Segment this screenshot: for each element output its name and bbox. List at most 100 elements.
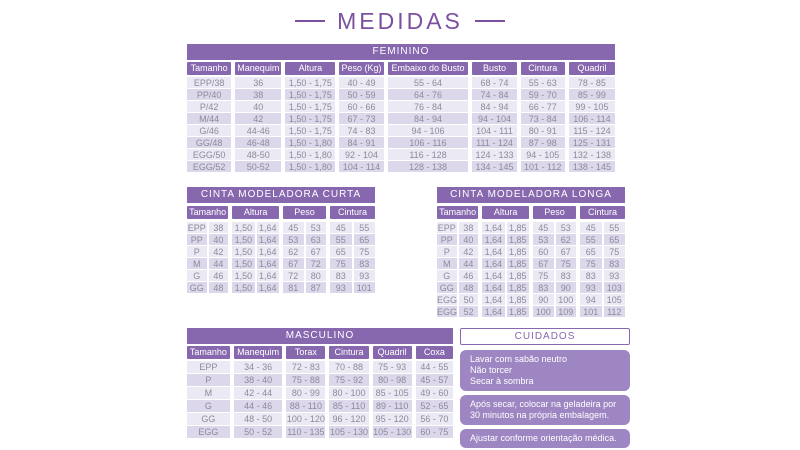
table-subcell: 75 <box>603 246 625 257</box>
table-cell: 84 - 94 <box>387 113 469 124</box>
table-subcell: 1,64 <box>482 306 505 317</box>
table-subcell: 45 <box>283 222 304 233</box>
table-subcell: 53 <box>305 222 327 233</box>
table-title: MASCULINO <box>187 328 453 344</box>
care-instruction-box: Lavar com sabão neutro Não torcer Secar à … <box>460 350 630 391</box>
table-cell: EPP/38 <box>187 77 232 88</box>
table-cell: 83 93 <box>580 270 625 281</box>
table-cell: 44-46 <box>235 125 282 136</box>
table-cell: EPP 38 <box>187 222 229 233</box>
table-cell: 83 93 <box>330 270 375 281</box>
table-cell: 78 - 85 <box>568 77 616 88</box>
table-cell: 1,64 1,85 <box>482 246 529 257</box>
table-cell: PP 40 <box>187 234 229 245</box>
table-cell: 40 <box>235 101 282 112</box>
table-subcell: PP <box>187 234 207 245</box>
table-row: GG 48 1,50 1,64 81 87 93 101 <box>187 282 375 293</box>
column-header: Torax <box>286 346 326 359</box>
table-cell: 94 - 105 <box>520 149 565 160</box>
table-row: P 38 - 40 75 - 88 75 - 92 80 - 98 45 - 57 <box>187 374 453 386</box>
table-cell: 80 - 99 <box>286 387 326 399</box>
table-cell: 94 105 <box>580 294 625 305</box>
table-cell: 68 - 74 <box>472 77 517 88</box>
table-subcell: 1,85 <box>506 246 529 257</box>
table-cell: 67 72 <box>283 258 327 269</box>
table-cell: 84 - 94 <box>472 101 517 112</box>
care-instruction-line: Ajustar conforme orientação médica. <box>470 433 617 443</box>
table-subcell: 55 <box>353 222 375 233</box>
table-subcell: 45 <box>580 222 602 233</box>
table-cell: 105 - 130 <box>329 426 369 438</box>
table-cell: 80 - 91 <box>520 125 565 136</box>
table-subcell: G <box>437 270 457 281</box>
table-cell: 110 - 135 <box>286 426 326 438</box>
table-cell: 1,64 1,85 <box>482 222 529 233</box>
table-cell: 74 - 83 <box>339 125 384 136</box>
table-subcell: 1,50 <box>232 246 255 257</box>
table-cell: GG/48 <box>187 137 232 148</box>
table-subcell: 48 <box>208 282 229 293</box>
table-cell: EPP 38 <box>437 222 479 233</box>
table-cell: PP/40 <box>187 89 232 100</box>
care-instruction-box: Ajustar conforme orientação médica. <box>460 429 630 448</box>
table-cell: GG 48 <box>187 282 229 293</box>
table-subcell: 100 <box>533 306 554 317</box>
table-subcell: 1,64 <box>256 282 279 293</box>
table-cell: 75 83 <box>330 258 375 269</box>
table-cell: 96 - 120 <box>329 413 369 425</box>
table-cell: 60 67 <box>533 246 577 257</box>
table-subcell: PP <box>437 234 457 245</box>
table-cell: 1,50 - 1,75 <box>285 101 336 112</box>
table-cell: 101 - 112 <box>520 161 565 172</box>
table-subcell: 1,85 <box>506 234 529 245</box>
table-row: P 42 1,64 1,85 60 67 65 75 <box>437 246 625 257</box>
table-subcell: 63 <box>305 234 327 245</box>
table-header-row: Tamanho Altura Peso Cintura <box>437 206 625 219</box>
table-cell: 94 - 106 <box>387 125 469 136</box>
table-cell: 75 - 88 <box>286 374 326 386</box>
table-cell: 56 - 70 <box>415 413 453 425</box>
table-cell: M/44 <box>187 113 232 124</box>
table-cell: 55 - 64 <box>387 77 469 88</box>
table-cell: 134 - 145 <box>472 161 517 172</box>
table-cell: 1,64 1,85 <box>482 270 529 281</box>
table-subcell: 109 <box>555 306 577 317</box>
column-header: Peso <box>283 206 327 219</box>
table-subcell: EGG <box>437 294 458 305</box>
table-subcell: 1,64 <box>482 270 505 281</box>
table-subcell: 45 <box>533 222 554 233</box>
title-dash-left <box>295 20 326 22</box>
table-cell: 85 - 105 <box>372 387 412 399</box>
table-cell: EPP <box>187 361 230 373</box>
care-instruction-line: Lavar com sabão neutro <box>470 354 568 364</box>
table-cell: 105 - 130 <box>372 426 412 438</box>
table-cell: 52 - 65 <box>415 400 453 412</box>
table-row: EGG/52 50-52 1,50 - 1,80 104 - 114 128 - 138… <box>187 161 616 172</box>
table-subcell: 83 <box>603 258 625 269</box>
table-cell: 75 83 <box>533 270 577 281</box>
table-subcell: 50 <box>459 294 479 305</box>
table-subcell: 52 <box>459 306 479 317</box>
table-cell: 1,50 - 1,80 <box>285 161 336 172</box>
table-cell: 106 - 114 <box>568 113 616 124</box>
table-subcell: EPP <box>187 222 207 233</box>
table-cell: 100 - 120 <box>286 413 326 425</box>
column-header: Cintura <box>580 206 625 219</box>
table-cell: 40 - 49 <box>339 77 384 88</box>
table-cell: 124 - 133 <box>472 149 517 160</box>
column-header: Altura <box>285 62 336 75</box>
column-header: Quadril <box>372 346 412 359</box>
table-subcell: 44 <box>208 258 229 269</box>
table-subcell: 65 <box>353 234 375 245</box>
table-row: G 44 - 46 88 - 110 85 - 110 89 - 110 52 - 65 <box>187 400 453 412</box>
column-header: Manequim <box>233 346 283 359</box>
table-cell: 50 - 59 <box>339 89 384 100</box>
table-cell: 125 - 131 <box>568 137 616 148</box>
table-cell: P 42 <box>187 246 229 257</box>
column-header: Tamanho <box>187 206 229 219</box>
table-body: EPP 38 1,64 1,85 45 53 45 55 PP 40 1,64 1,85 53 62 55 6… <box>437 222 625 317</box>
care-instruction-line: Secar à sombra <box>470 376 534 386</box>
table-cell: 45 55 <box>580 222 625 233</box>
table-title: CINTA MODELADORA CURTA <box>187 187 375 203</box>
table-subcell: 67 <box>283 258 304 269</box>
